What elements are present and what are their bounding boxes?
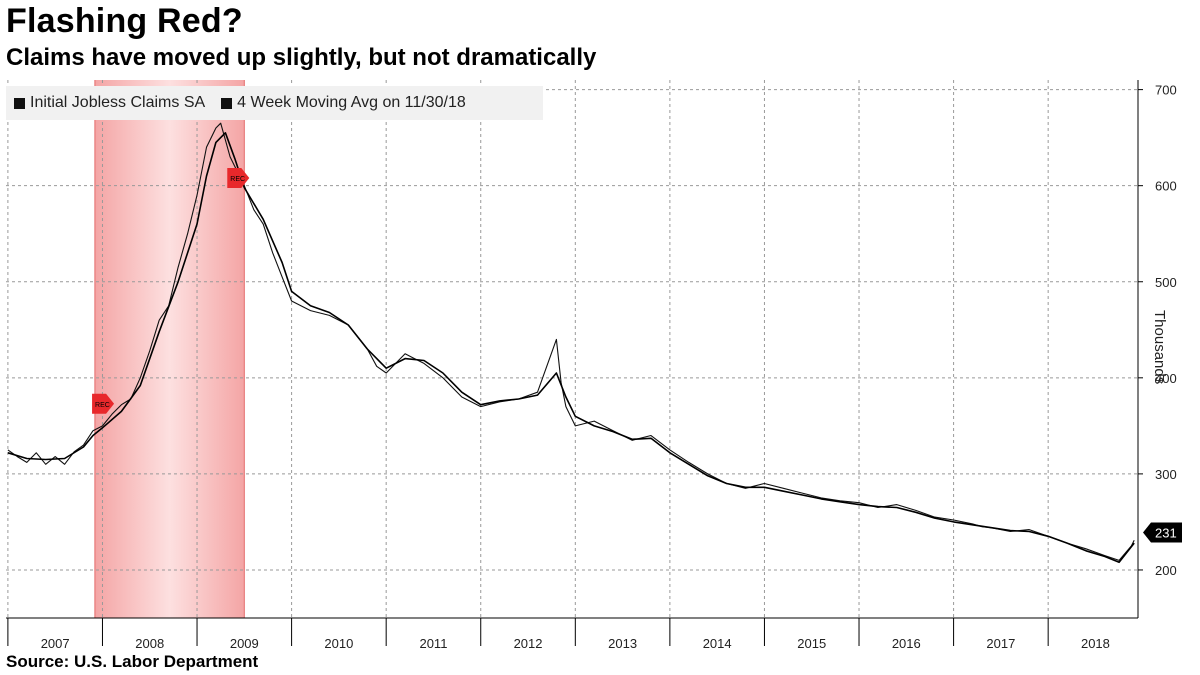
source-note: Source: U.S. Labor Department bbox=[6, 652, 259, 671]
x-tick-label: 2015 bbox=[797, 636, 826, 651]
x-tick-label: 2009 bbox=[230, 636, 259, 651]
legend-swatch-icon bbox=[221, 97, 233, 109]
rec-start-flag bbox=[92, 393, 115, 414]
chart-title: Flashing Red? bbox=[6, 2, 243, 40]
y-tick-label: 200 bbox=[1155, 563, 1177, 578]
rec-flag-label: REC bbox=[230, 176, 245, 183]
legend-label: 4 Week Moving Avg on 11/30/18 bbox=[237, 94, 466, 111]
recession-band bbox=[94, 80, 245, 618]
x-tick-label: 2012 bbox=[514, 636, 543, 651]
x-tick-label: 2016 bbox=[892, 636, 921, 651]
x-tick-label: 2014 bbox=[703, 636, 732, 651]
last-value-badge bbox=[1143, 522, 1182, 543]
legend-item-initial-claims[interactable]: Initial Jobless Claims SA bbox=[14, 94, 205, 112]
rec-flag-label: REC bbox=[95, 402, 110, 409]
legend-item-moving-avg[interactable]: 4 Week Moving Avg on 11/30/18 bbox=[221, 94, 466, 112]
y-tick-label: 500 bbox=[1155, 275, 1177, 290]
y-axis-label: Thousands bbox=[1151, 310, 1168, 385]
x-tick-label: 2017 bbox=[986, 636, 1015, 651]
y-tick-label: 700 bbox=[1155, 83, 1177, 98]
chart-subtitle: Claims have moved up slightly, but not d… bbox=[6, 44, 597, 71]
rec-end-flag bbox=[227, 167, 250, 188]
last-value-label: 231 bbox=[1155, 525, 1177, 540]
x-tick-label: 2008 bbox=[135, 636, 164, 651]
x-tick-label: 2010 bbox=[324, 636, 353, 651]
legend-swatch-icon bbox=[14, 97, 25, 109]
series-line-moving-avg bbox=[7, 132, 1135, 564]
y-tick-label: 600 bbox=[1155, 179, 1177, 194]
x-tick-label: 2007 bbox=[41, 636, 70, 651]
x-tick-label: 2018 bbox=[1081, 636, 1110, 651]
legend: Initial Jobless Claims SA 4 Week Moving … bbox=[6, 86, 543, 120]
x-tick-label: 2013 bbox=[608, 636, 637, 651]
x-tick-label: 2011 bbox=[419, 636, 447, 651]
legend-label: Initial Jobless Claims SA bbox=[30, 94, 206, 111]
series-line-initial-claims bbox=[7, 122, 1135, 561]
y-tick-label: 300 bbox=[1155, 467, 1177, 482]
y-tick-label: 400 bbox=[1155, 371, 1177, 386]
